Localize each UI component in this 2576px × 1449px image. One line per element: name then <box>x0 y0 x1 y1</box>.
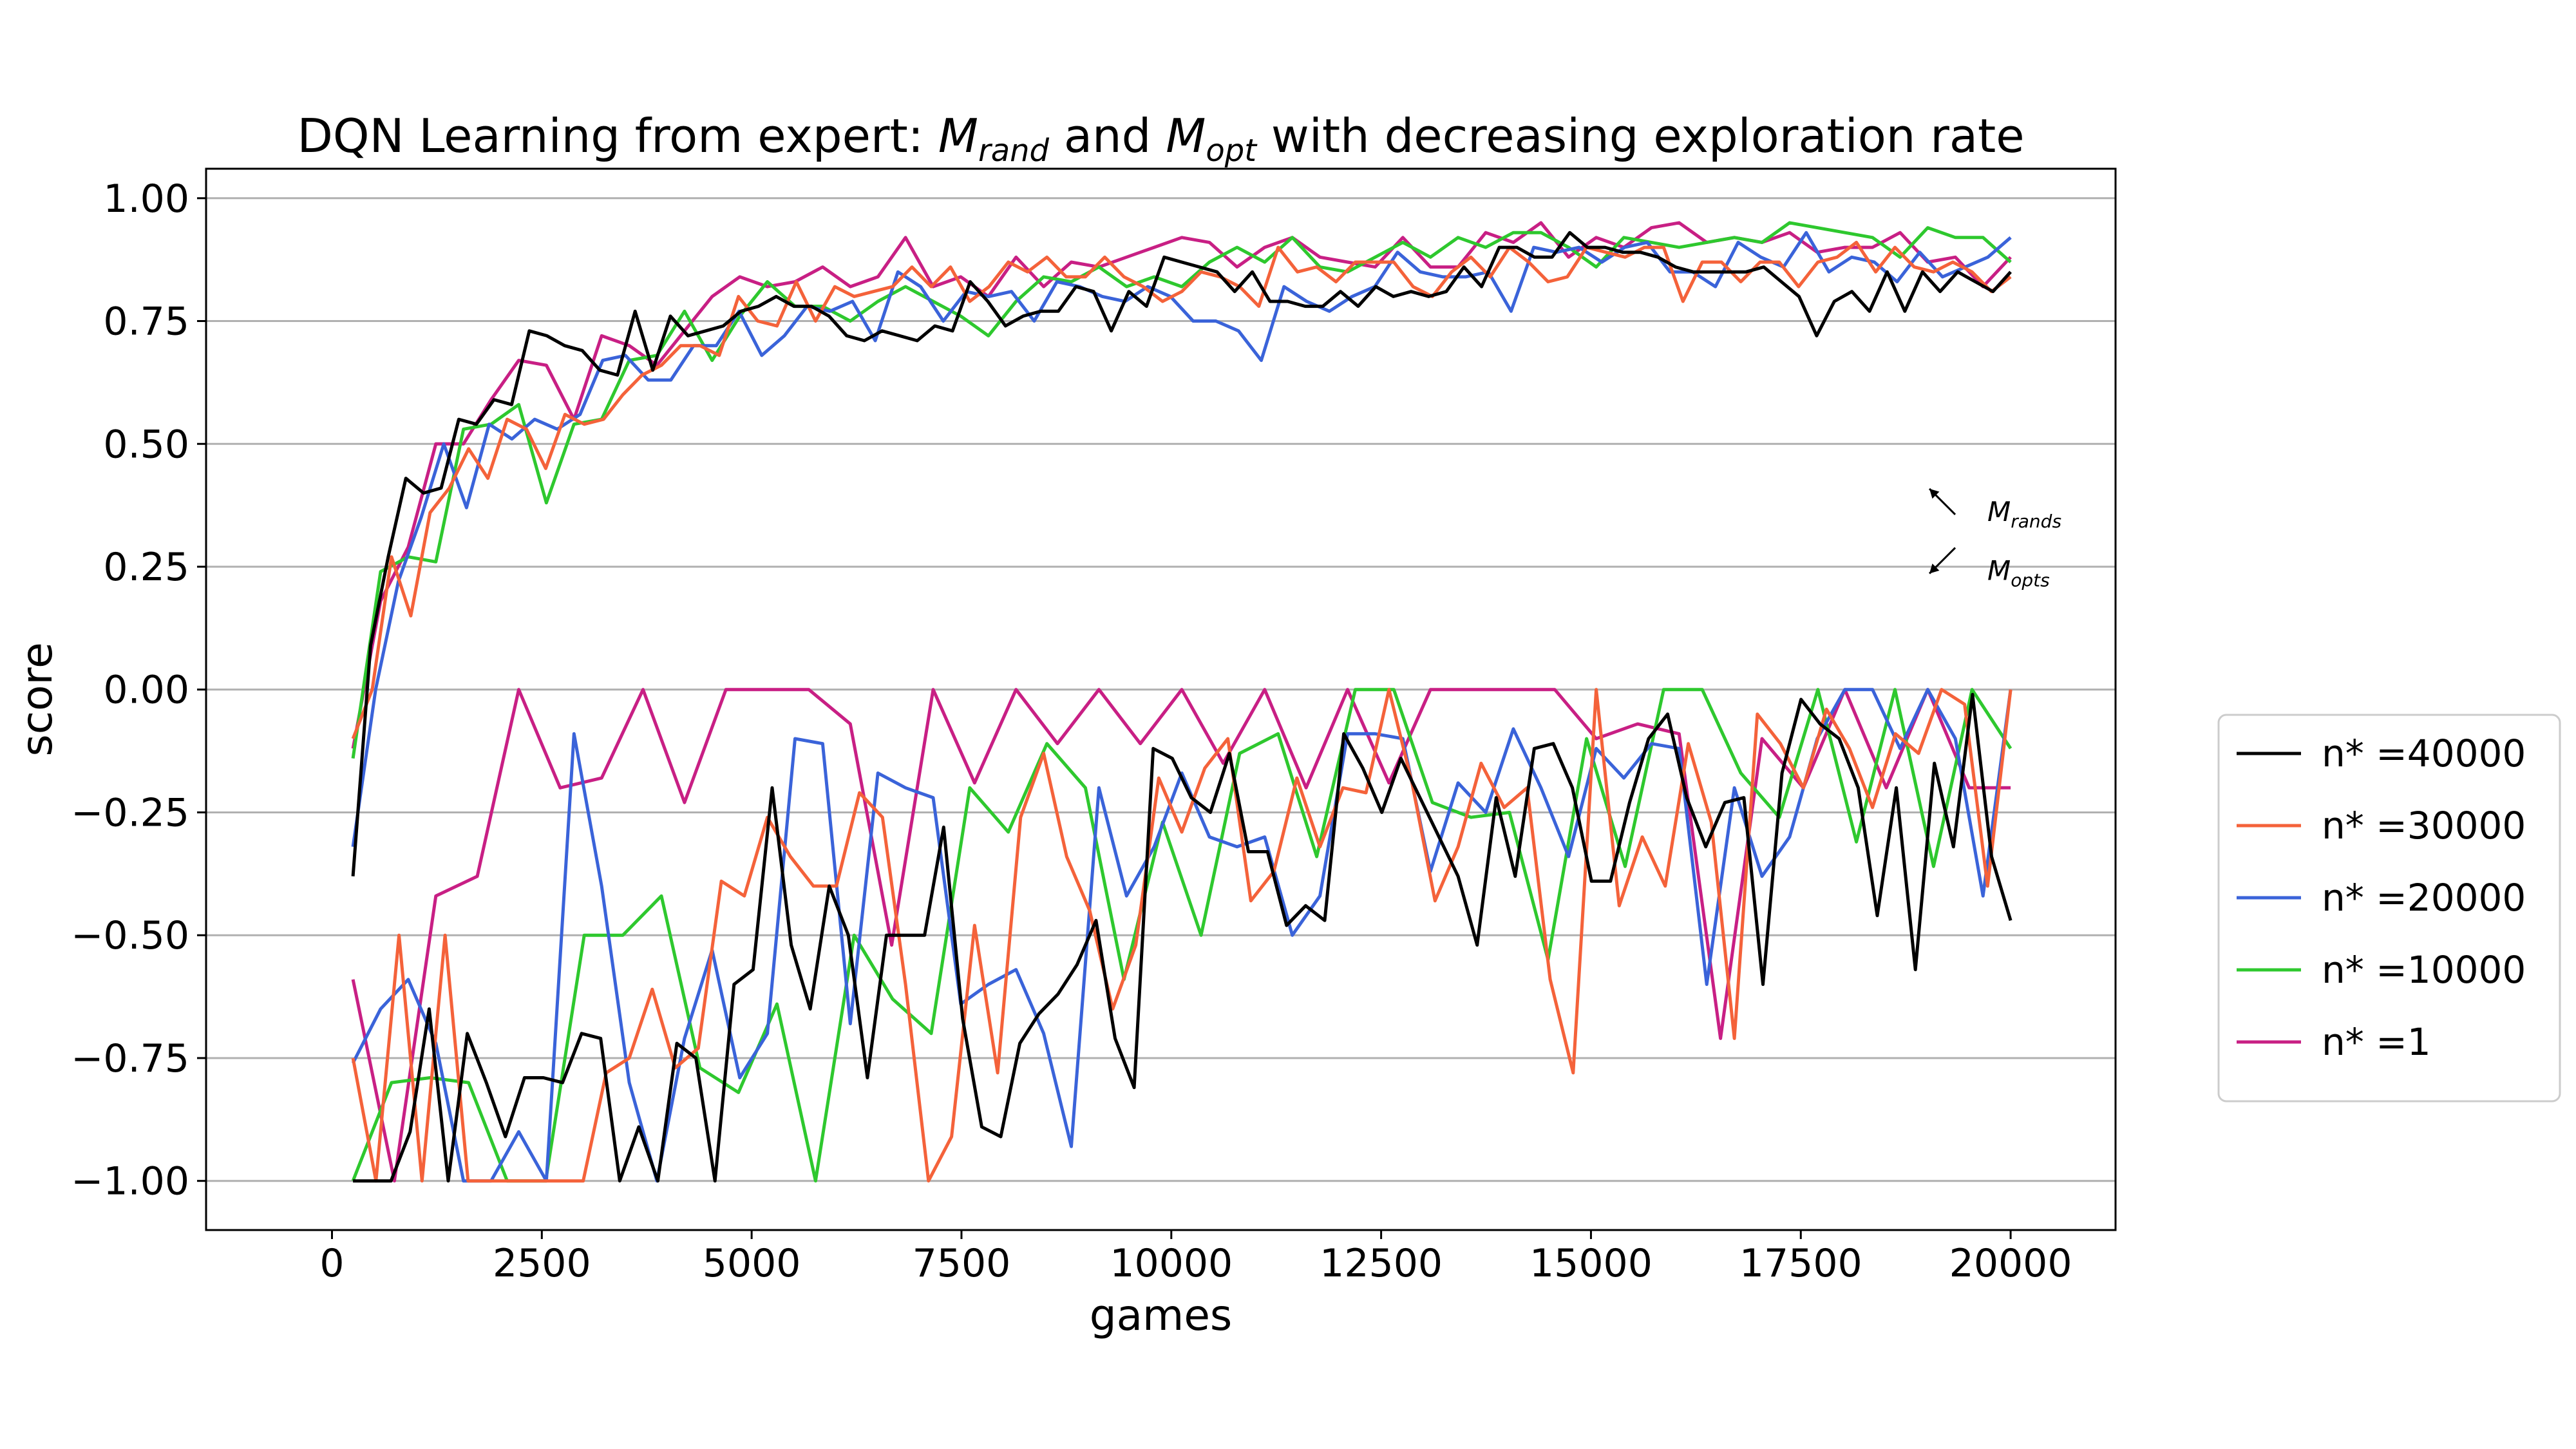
legend: n* =40000 n* =30000 n* =20000 n* =10000 n* =… <box>2217 714 2561 1103</box>
series-line-rand <box>351 240 2012 739</box>
series-line-opt <box>351 688 2012 1183</box>
x-tick-label: 5000 <box>703 1241 801 1286</box>
x-tick-label: 17500 <box>1739 1241 1862 1286</box>
x-tick-label: 12500 <box>1320 1241 1443 1286</box>
legend-box <box>2217 714 2561 1103</box>
x-tick-label: 2500 <box>493 1241 591 1286</box>
y-tick-label: 0.50 <box>103 422 189 467</box>
annotation-label: Mrands <box>1987 496 2061 532</box>
x-axis-label: games <box>1090 1291 1233 1340</box>
y-tick-label: 0.75 <box>103 299 189 345</box>
x-tick-label: 0 <box>319 1241 344 1286</box>
x-tick-label: 7500 <box>913 1241 1011 1286</box>
x-tick-label: 20000 <box>1949 1241 2072 1286</box>
legend-label: n* =20000 <box>2322 876 2526 920</box>
annotation-layer: Mrands Mopts <box>1928 488 2061 591</box>
y-tick-label: −0.25 <box>71 790 189 835</box>
grid-layer <box>206 197 2116 1182</box>
x-tick-label: 10000 <box>1110 1241 1233 1286</box>
y-tick-label: 0.25 <box>103 545 189 590</box>
legend-label: n* =1 <box>2322 1020 2431 1064</box>
legend-label: n* =30000 <box>2322 804 2526 848</box>
chart-title: DQN Learning from expert: Mrand and Mopt… <box>297 109 2024 169</box>
annotation-label: Mopts <box>1987 555 2050 591</box>
y-tick-label: −0.75 <box>71 1036 189 1081</box>
series-line-rand <box>351 231 2012 876</box>
y-tick-label: −1.00 <box>71 1159 189 1204</box>
plot-frame <box>205 167 2117 1231</box>
y-axis-label: score <box>12 642 62 756</box>
series-line-rand <box>351 221 2012 759</box>
y-tick-label: −0.50 <box>71 913 189 958</box>
annotation-arrowhead <box>1929 564 1940 574</box>
x-tick-label: 15000 <box>1530 1241 1653 1286</box>
legend-label: n* =10000 <box>2322 948 2526 992</box>
series-layer <box>351 221 2012 1183</box>
series-line-rand <box>351 221 2012 749</box>
series-line-opt <box>351 688 2011 1183</box>
series-line-opt <box>351 688 2012 1183</box>
y-tick-label: 0.00 <box>103 668 189 713</box>
series-line-opt <box>353 692 2012 1183</box>
ticks-layer: 1.00 0.75 0.50 0.25 0.00 −0.25 −0.50 −0.75 −1.00… <box>71 176 2072 1286</box>
series-line-rand <box>351 231 2012 848</box>
y-tick-label: 1.00 <box>103 176 189 222</box>
annotation-arrowhead <box>1929 488 1940 499</box>
series-line-opt <box>351 688 2012 1183</box>
legend-label: n* =40000 <box>2322 732 2526 775</box>
